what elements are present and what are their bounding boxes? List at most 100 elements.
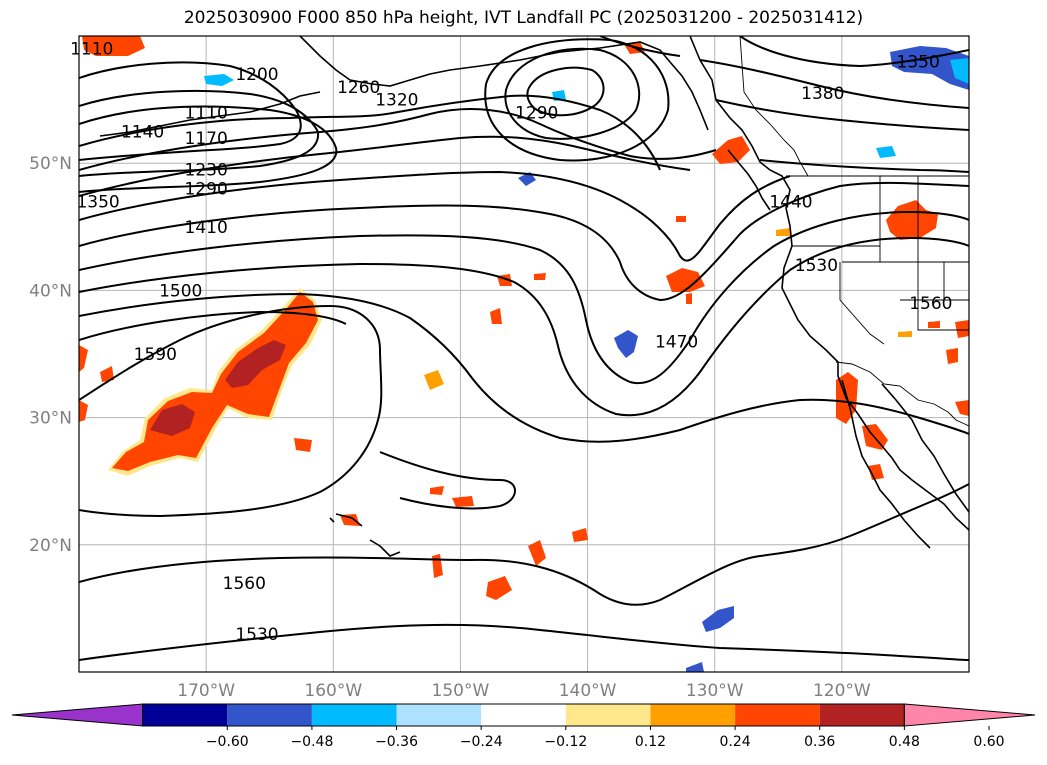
colorbar-bin (819, 704, 905, 726)
contour-label: 1290 (515, 103, 558, 123)
ivt-region (79, 400, 88, 422)
ivt-region (534, 273, 546, 280)
longitude-tick-label: 150°W (432, 681, 490, 701)
political-borders (739, 36, 969, 427)
contour-label: 1500 (159, 281, 202, 301)
coastline-north-america (689, 36, 969, 531)
ivt-region (890, 46, 969, 90)
latitude-labels: 20°N 30°N 40°N 50°N (29, 154, 72, 556)
contour-line (504, 47, 641, 140)
border-alaska-canada (739, 36, 809, 177)
latitude-tick-label: 20°N (29, 536, 72, 556)
latitude-tick-label: 50°N (29, 154, 72, 174)
coastlines (99, 36, 969, 557)
colorbar-frame (142, 703, 905, 727)
contour-label: 1290 (185, 180, 228, 200)
ivt-region (518, 172, 536, 186)
ivt-region (204, 74, 234, 86)
contour-line (739, 36, 969, 68)
colorbar-tick-label: −0.24 (460, 734, 503, 750)
longitude-tick-label: 170°W (177, 681, 235, 701)
ivt-region (486, 576, 512, 600)
contour-line (759, 159, 969, 173)
ivt-region (876, 146, 896, 158)
colorbar-bin (565, 704, 651, 726)
ivt-region (946, 348, 958, 364)
ivt-region (614, 330, 638, 358)
contour-line (79, 304, 383, 518)
coastline-bc-islands (727, 149, 771, 211)
colorbar-tick-label: 0.12 (635, 734, 666, 750)
ivt-region (686, 662, 704, 672)
contour-line (79, 105, 338, 193)
contour-label: 1560 (909, 294, 952, 314)
ivt-region (424, 370, 444, 390)
colorbar-bin (227, 704, 312, 726)
colorbar-tick-label: −0.36 (375, 734, 418, 750)
ivt-region (82, 36, 145, 56)
contour-label: 1110 (70, 40, 113, 60)
ivt-region (702, 606, 734, 632)
longitude-tick-label: 140°W (559, 681, 617, 701)
contour-label: 1470 (655, 332, 698, 352)
colorbar-extend-low (11, 703, 144, 727)
contour-label: 1350 (897, 52, 940, 72)
ivt-region (150, 404, 195, 436)
contour-label: 1380 (801, 84, 844, 104)
colorbar-tick-label: 0.24 (720, 734, 751, 750)
contour-label: 1140 (121, 122, 164, 142)
ivt-region (430, 486, 444, 495)
ivt-region (676, 216, 686, 222)
ivt-region (776, 228, 790, 236)
contour-label: 1530 (235, 625, 278, 645)
coastline-aleutians (99, 91, 321, 137)
contour-line (79, 210, 969, 385)
contour-label: 1350 (76, 192, 119, 212)
colorbar-tick-label: −0.48 (290, 734, 333, 750)
latitude-tick-label: 40°N (29, 281, 72, 301)
ivt-region (886, 200, 938, 240)
colorbar-tick-label: −0.12 (544, 734, 587, 750)
colorbar-tick-label: 0.48 (889, 734, 920, 750)
coastline-hawaii (329, 513, 401, 557)
ivt-region (928, 321, 940, 328)
longitude-tick-label: 120°W (813, 681, 871, 701)
longitude-tick-label: 160°W (304, 681, 362, 701)
ivt-region (490, 308, 502, 324)
ivt-region (432, 554, 443, 578)
contour-line (484, 38, 670, 162)
contour-line (79, 292, 969, 443)
map-title: 2025030900 F000 850 hPa height, IVT Land… (183, 8, 864, 28)
colorbar-bin (481, 704, 566, 726)
contour-line (79, 170, 791, 262)
contour-label: 1110 (185, 103, 228, 123)
contour-line (79, 483, 969, 606)
border-us-mexico (835, 361, 969, 427)
ivt-region (950, 58, 969, 84)
colorbar: −0.60 −0.48 −0.36 −0.24 −0.12 0.12 0.24 0.36 0.4… (11, 703, 1036, 750)
colorbar-bin (311, 704, 397, 726)
contour-label: 1230 (185, 161, 228, 181)
contour-line (715, 99, 969, 131)
colorbar-bin (735, 704, 820, 726)
contour-line (79, 94, 661, 171)
contour-label: 1410 (185, 218, 228, 238)
map-frame (78, 35, 970, 673)
colorbar-tick-label: 0.36 (804, 734, 835, 750)
contour-label: 1440 (769, 192, 812, 212)
contour-line (79, 181, 969, 302)
ivt-region (898, 331, 912, 337)
ivt-region (955, 320, 969, 338)
contour-line (79, 310, 347, 341)
contour-line (79, 236, 969, 417)
ivt-region (528, 540, 546, 566)
contour-line (599, 36, 681, 57)
ivt-region (225, 340, 286, 388)
longitude-labels: 170°W 160°W 150°W 140°W 130°W 120°W (177, 681, 871, 701)
contour-line (379, 451, 516, 510)
ivt-region (712, 136, 750, 164)
coastline-baja (841, 379, 931, 549)
ivt-region (572, 528, 588, 542)
